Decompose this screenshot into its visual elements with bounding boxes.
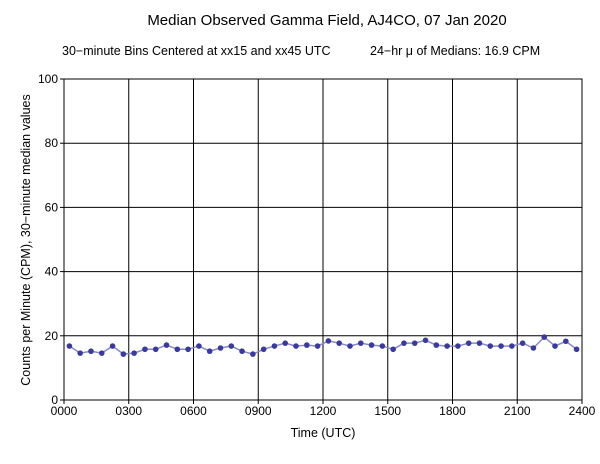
data-point	[88, 348, 94, 355]
data-point	[228, 343, 235, 349]
data-point	[174, 346, 181, 353]
data-point	[293, 343, 299, 349]
data-point	[422, 337, 429, 344]
data-point	[487, 343, 494, 349]
data-point	[498, 343, 504, 349]
plot-frame	[63, 78, 583, 401]
x-tick-label: 0000	[51, 404, 78, 418]
x-axis-label: Time (UTC)	[291, 426, 356, 440]
data-point	[573, 346, 580, 353]
data-point	[217, 345, 224, 351]
data-point	[98, 350, 105, 356]
data-point	[206, 348, 213, 355]
x-tick-label: 2100	[504, 404, 531, 418]
x-tick-label: 0300	[115, 404, 142, 418]
x-tick-label: 1500	[374, 404, 401, 418]
x-tick-label: 1800	[439, 404, 466, 418]
data-point	[347, 343, 353, 349]
data-point	[390, 346, 396, 353]
data-point	[530, 345, 537, 351]
data-point	[325, 338, 332, 344]
y-tick-label: 100	[38, 72, 58, 86]
data-point	[314, 343, 321, 349]
data-point	[444, 343, 450, 349]
data-point	[336, 340, 342, 346]
data-point	[401, 340, 407, 346]
data-point	[260, 346, 267, 353]
grid	[60, 78, 583, 404]
data-point	[433, 342, 440, 348]
y-tick-label: 60	[45, 200, 59, 214]
data-point	[368, 342, 375, 348]
series	[66, 334, 580, 357]
data-point	[109, 343, 116, 349]
x-tick-label: 0600	[180, 404, 207, 418]
x-tick-label: 2400	[569, 404, 596, 418]
data-point	[282, 340, 289, 346]
data-point	[519, 340, 526, 346]
data-point	[152, 346, 159, 353]
data-point	[120, 351, 127, 357]
data-point	[476, 340, 483, 346]
data-point	[131, 350, 137, 356]
data-point	[465, 340, 472, 346]
data-point	[552, 343, 558, 349]
y-tick-label: 40	[45, 265, 59, 279]
y-axis-label: Counts per Minute (CPM), 30−minute media…	[19, 94, 33, 385]
data-point	[304, 342, 310, 348]
data-point	[142, 346, 148, 353]
chart-subtitle-right: 24−hr μ of Medians: 16.9 CPM	[370, 44, 540, 58]
x-tick-label: 0900	[245, 404, 272, 418]
y-tick-label: 80	[45, 136, 59, 150]
data-point	[77, 350, 83, 356]
data-point	[411, 340, 418, 346]
tick-labels: 0000 0300 0600 0900 1200 1500 1800 2100 2400 0 20 4…	[38, 72, 596, 418]
data-point	[163, 342, 170, 348]
data-point	[357, 340, 364, 346]
chart-title: Median Observed Gamma Field, AJ4CO, 07 J…	[147, 12, 506, 29]
y-tick-label: 20	[45, 329, 59, 343]
data-point	[379, 343, 386, 349]
data-point	[250, 351, 256, 357]
data-point	[541, 334, 548, 340]
chart-subtitle-left: 30−minute Bins Centered at xx15 and xx45…	[62, 44, 331, 58]
data-point	[271, 343, 278, 349]
data-point	[239, 348, 245, 355]
x-tick-label: 1200	[310, 404, 337, 418]
data-point	[66, 343, 73, 349]
data-point	[563, 338, 569, 345]
data-point	[455, 343, 461, 349]
y-tick-label: 0	[51, 393, 58, 407]
data-point	[185, 346, 191, 353]
data-point	[509, 343, 515, 349]
data-point	[196, 343, 202, 349]
